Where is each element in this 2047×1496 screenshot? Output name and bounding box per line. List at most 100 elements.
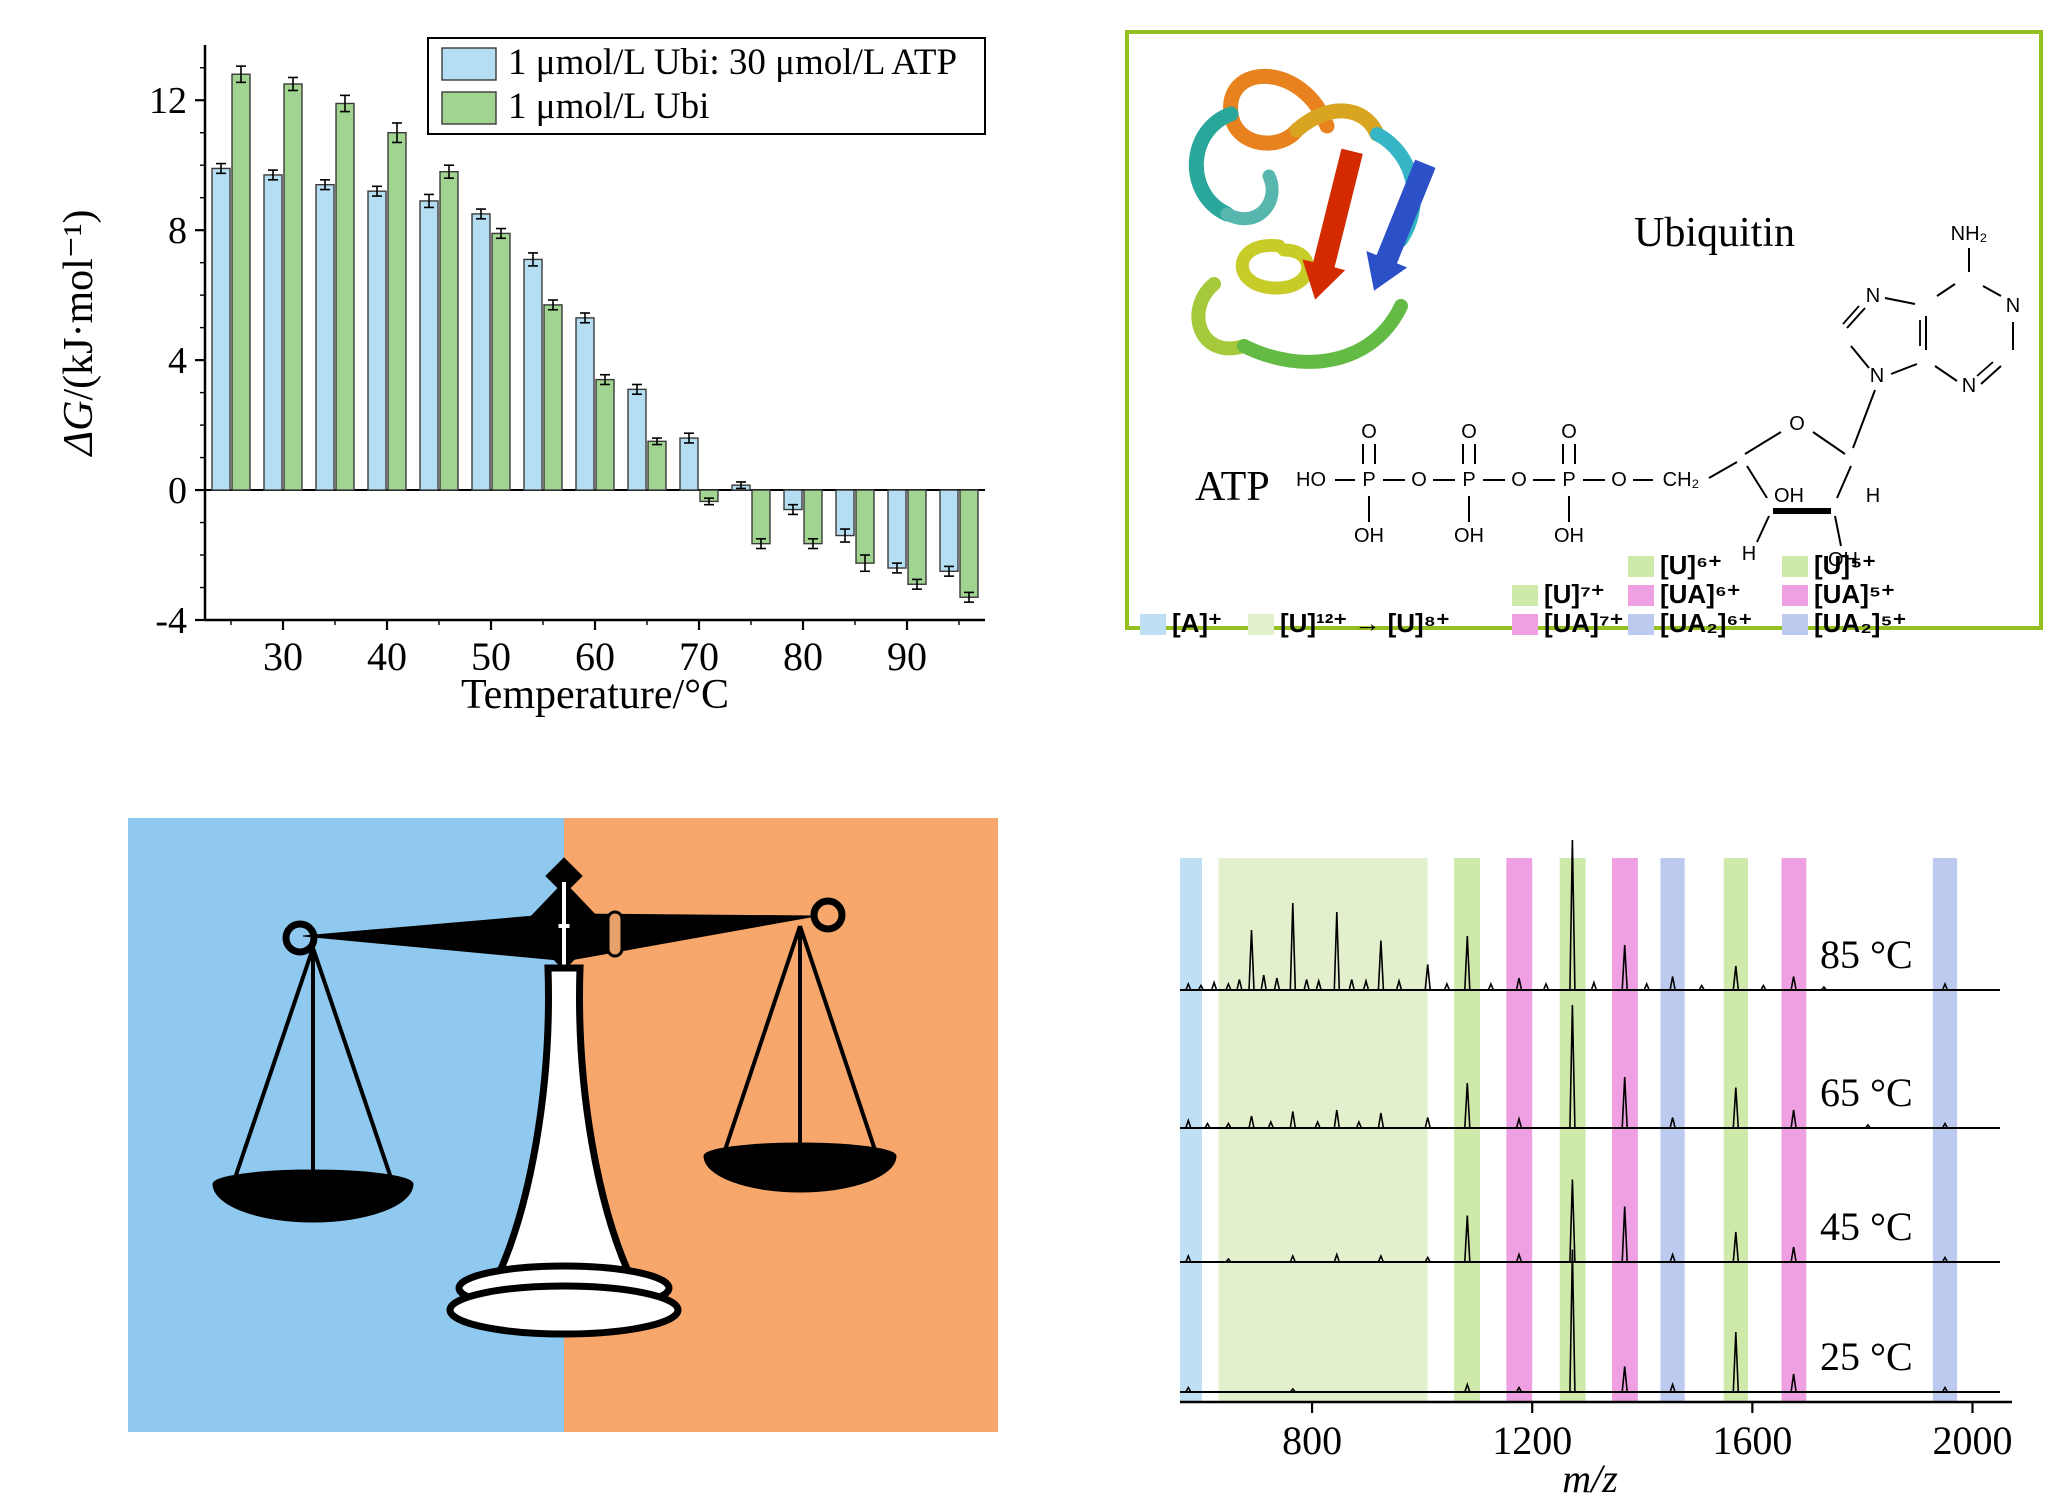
bar [367,190,387,491]
spectrum-peaks [1185,1004,1949,1129]
legend-label: [U]¹²⁺ → [U]⁸⁺ [1280,608,1450,638]
balance-scale-illustration [212,857,897,1338]
y-tick-label: 4 [168,340,187,382]
bar [939,489,959,572]
bar [263,174,283,491]
bar [887,489,907,569]
pedestal-base [446,1282,682,1338]
x-tick-label: 90 [887,634,927,679]
atom-label-oh-p2: OH [1454,525,1484,547]
atom-label-n9: N [1870,365,1884,387]
spectrum-temperature-label: 25 °C [1820,1334,1913,1379]
atom-label-nh2: NH₂ [1951,223,1988,245]
atom-label-ho: HO [1296,469,1326,491]
bar [647,440,667,491]
bar [543,304,563,491]
atom-label-n3: N [1962,375,1976,397]
bar [387,132,407,491]
bar [419,200,439,491]
legend-label: [UA]⁷⁺ [1544,608,1623,638]
highlight-band [1506,858,1533,1402]
panel-free-energy-bar-chart: -4 0 4 8 12 30 40 50 60 70 80 90 ΔG/(kJ·mol⁻¹) Temper… [40,10,1040,740]
mass-spectra-svg: 85 °C 65 °C 45 °C 25 °C 800 1200 1600 2000 m/z [A… [1140,550,2012,1496]
legend-label: [A]⁺ [1172,608,1222,638]
panel-balance-illustration [128,818,998,1432]
atom-label-o-p2: O [1461,421,1477,443]
atp-structure-illustration: HO P O OH O P O OH O P O OH O CH₂ O OH H… [1296,223,2020,571]
atom-label-ribose-h1: H [1866,485,1880,507]
y-tick-label: 0 [168,470,187,512]
highlight-band [1781,858,1807,1402]
legend-swatch [441,47,497,81]
legend-label: [U]⁷⁺ [1544,579,1605,609]
y-tick-label: 12 [149,80,187,122]
bar [231,73,251,491]
highlight-band [1612,858,1638,1402]
highlight-band [1559,858,1586,1402]
atom-label-ch2: CH₂ [1663,469,1700,491]
legend-label: [U]⁶⁺ [1660,550,1722,580]
highlight-band [1218,858,1428,1402]
atom-label-p1: P [1362,469,1375,491]
atom-label-ribose-oh1: OH [1774,485,1804,507]
balance-right-background [564,818,998,1432]
x-tick-label: 800 [1282,1418,1342,1463]
beam-ring-left [282,920,318,956]
atom-label-n1: N [2006,295,2020,317]
x-axis-title: m/z [1562,1456,1618,1496]
highlight-band [1723,858,1748,1402]
bar [803,489,823,545]
bar-chart-svg: -4 0 4 8 12 30 40 50 60 70 80 90 ΔG/(kJ·mol⁻¹) Temper… [56,37,986,718]
x-tick-label: 50 [471,634,511,679]
legend-swatch [1140,614,1166,635]
x-tick-label: 80 [783,634,823,679]
legend-swatch [441,91,497,125]
highlight-band [1660,858,1685,1402]
x-axis-title: Temperature/°C [461,672,729,718]
legend-label: [UA₂]⁶⁺ [1660,608,1752,638]
spectrum-peaks [1185,1249,1949,1393]
legend-swatch [1512,585,1538,606]
ubiquitin-structure-illustration [1188,68,1436,369]
atom-label-p3: P [1562,469,1575,491]
bar [335,102,355,491]
ubiquitin-label: Ubiquitin [1634,210,1795,256]
x-tick-label: 40 [367,634,407,679]
atom-label-ribose-oh2: OH [1828,549,1858,571]
legend-swatch [1512,614,1538,635]
legend-swatch [1248,614,1274,635]
legend-swatch [1782,556,1808,577]
highlight-band [1932,858,1958,1402]
atom-label-o-p3: O [1561,421,1577,443]
atom-label-ribose-o: O [1789,413,1805,435]
atom-label-o-p1: O [1361,421,1377,443]
bar [315,183,335,491]
bar [211,167,231,491]
legend-swatch [1782,585,1808,606]
bar [907,489,927,585]
atp-label: ATP [1195,464,1270,510]
bar [523,258,543,491]
bar [575,317,595,491]
atp-double-bonds [1842,305,1994,377]
bar [439,170,459,491]
beta-strand-arrow-blue [1366,159,1436,291]
beam-ring-right [810,897,846,933]
bar [491,232,511,491]
legend-label: 1 μmol/L Ubi [508,86,709,127]
highlight-band [1180,858,1203,1402]
atom-label-o-bridge2: O [1511,469,1527,491]
bar [283,83,303,491]
panel-ubiquitin-atp: Ubiquitin ATP HO P O OH O P O OH O P O O… [1125,30,2043,630]
x-tick-label: 2000 [1932,1418,2012,1463]
bar [595,378,615,491]
legend-swatch [1628,585,1654,606]
y-tick-label: 8 [168,210,187,252]
beta-strand-arrow-red [1302,148,1363,300]
x-tick-label: 1600 [1712,1418,1792,1463]
atom-label-oh-p1: OH [1354,525,1384,547]
legend-label: [UA]⁵⁺ [1814,579,1895,609]
balance-left-background [128,818,564,1432]
x-tick-label: 30 [263,634,303,679]
